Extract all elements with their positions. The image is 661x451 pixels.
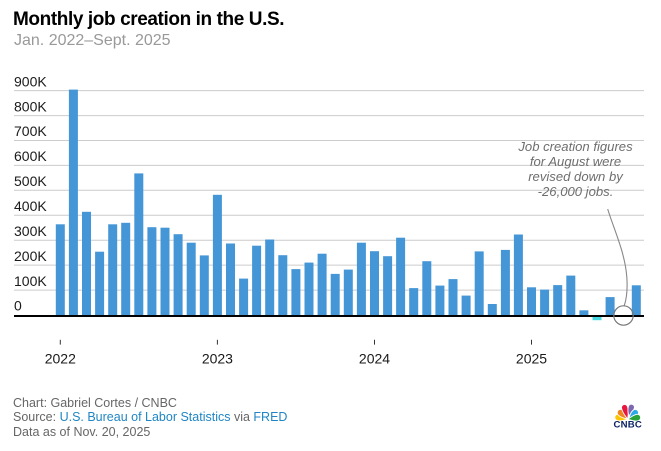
svg-text:for August were: for August were bbox=[530, 154, 621, 169]
svg-text:400K: 400K bbox=[14, 198, 47, 214]
svg-text:Job creation figures: Job creation figures bbox=[517, 139, 633, 154]
svg-text:0: 0 bbox=[14, 298, 22, 314]
svg-text:300K: 300K bbox=[14, 223, 47, 239]
svg-text:revised down by: revised down by bbox=[528, 169, 624, 184]
svg-text:2025: 2025 bbox=[516, 351, 547, 367]
svg-text:100K: 100K bbox=[14, 273, 47, 289]
svg-text:800K: 800K bbox=[14, 98, 47, 114]
svg-text:2022: 2022 bbox=[45, 351, 76, 367]
svg-text:600K: 600K bbox=[14, 148, 47, 164]
svg-text:700K: 700K bbox=[14, 123, 47, 139]
svg-text:200K: 200K bbox=[14, 248, 47, 264]
svg-text:900K: 900K bbox=[14, 73, 47, 89]
svg-text:CNBC: CNBC bbox=[614, 419, 643, 430]
svg-text:2024: 2024 bbox=[359, 351, 390, 367]
svg-text:2023: 2023 bbox=[202, 351, 233, 367]
svg-text:500K: 500K bbox=[14, 173, 47, 189]
svg-text:-26,000 jobs.: -26,000 jobs. bbox=[538, 184, 614, 199]
